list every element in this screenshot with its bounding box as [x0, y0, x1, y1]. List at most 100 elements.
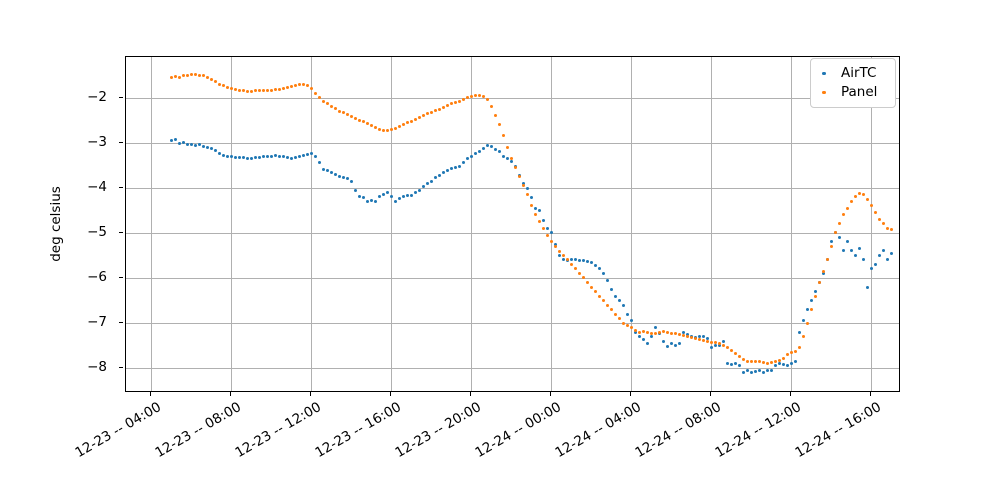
data-point [761, 371, 765, 375]
data-point [621, 303, 625, 307]
data-point [509, 156, 513, 160]
data-point [809, 308, 813, 312]
data-point [381, 128, 385, 132]
data-point [573, 258, 577, 262]
data-point [413, 117, 417, 121]
data-point [321, 99, 325, 103]
data-point [425, 181, 429, 185]
data-point [237, 88, 241, 92]
data-point [677, 333, 681, 337]
data-point [233, 156, 237, 160]
data-point [621, 321, 625, 325]
y-tick-mark [119, 186, 123, 188]
data-point [357, 118, 361, 122]
data-point [277, 154, 281, 158]
data-point [441, 106, 445, 109]
data-point [177, 75, 181, 79]
data-point [645, 330, 649, 334]
data-point [345, 177, 349, 181]
data-point [513, 165, 517, 169]
data-point [297, 83, 301, 87]
x-tick-mark [710, 392, 711, 396]
data-point [473, 94, 477, 98]
data-point [781, 363, 785, 367]
data-point [445, 169, 449, 173]
data-point [805, 308, 809, 312]
data-point [605, 303, 609, 307]
data-point [209, 146, 213, 150]
data-point [493, 147, 497, 151]
data-point [745, 359, 749, 363]
data-point [185, 73, 189, 77]
data-point [421, 185, 425, 189]
data-point [545, 226, 549, 230]
x-tick-mark [230, 392, 231, 396]
data-point [813, 294, 817, 298]
data-point [525, 187, 529, 191]
x-tick-label: 12-23 -- 20:00 [392, 399, 484, 462]
chart-legend[interactable]: AirTC Panel [810, 58, 896, 108]
data-point [377, 127, 381, 131]
data-point [469, 95, 473, 99]
data-point [313, 91, 317, 95]
data-point [633, 330, 637, 334]
data-point [653, 326, 657, 330]
data-point [413, 190, 417, 194]
data-point [717, 342, 721, 346]
data-point [593, 263, 597, 267]
legend-item-panel[interactable]: Panel [817, 83, 889, 102]
data-point [841, 213, 845, 217]
data-point [473, 152, 477, 156]
data-point [777, 362, 781, 366]
x-tick-mark [310, 392, 311, 396]
legend-marker-airtc [817, 71, 831, 76]
data-point [477, 150, 481, 154]
x-tick-mark [150, 392, 151, 396]
data-point [221, 153, 225, 157]
y-tick-label: −6 [87, 268, 107, 285]
legend-item-airtc[interactable]: AirTC [817, 64, 889, 83]
data-point [877, 217, 881, 221]
data-point [485, 143, 489, 147]
x-tick-label: 12-23 -- 08:00 [152, 399, 244, 462]
gridline-vertical [871, 57, 872, 391]
data-point [525, 193, 529, 197]
data-point [597, 294, 601, 298]
data-point [173, 137, 177, 141]
data-point [265, 154, 269, 158]
y-tick-mark [119, 276, 123, 278]
data-point [385, 190, 389, 194]
data-point [229, 155, 233, 159]
data-point [369, 198, 373, 202]
data-point [841, 249, 845, 253]
gridline-horizontal [126, 277, 899, 279]
data-point [521, 184, 525, 188]
data-point [677, 341, 681, 345]
data-point [585, 260, 589, 264]
data-point [485, 98, 489, 102]
x-tick-mark [550, 392, 551, 396]
data-point [389, 195, 393, 199]
data-point [585, 281, 589, 284]
data-point [325, 169, 329, 173]
data-point [705, 339, 709, 343]
data-point [605, 278, 609, 282]
data-point [869, 267, 873, 271]
data-point [657, 332, 661, 336]
gridline-vertical [791, 57, 792, 391]
data-point [753, 359, 757, 363]
data-point [837, 222, 841, 226]
data-point [729, 363, 733, 367]
data-point [733, 352, 737, 356]
gridline-vertical [311, 57, 312, 391]
data-point [845, 206, 849, 210]
data-point [601, 299, 605, 303]
x-tick-label: 12-24 -- 16:00 [792, 399, 884, 462]
data-point [709, 340, 713, 344]
data-point [581, 276, 585, 280]
data-point [765, 362, 769, 366]
data-point [797, 346, 801, 350]
data-point [309, 87, 313, 91]
x-tick-label: 12-24 -- 00:00 [472, 399, 564, 462]
data-point [589, 285, 593, 289]
